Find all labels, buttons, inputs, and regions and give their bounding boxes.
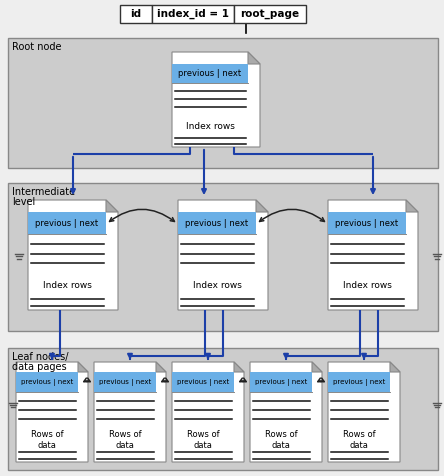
Text: previous | next: previous | next	[36, 218, 99, 228]
Bar	[172, 372, 234, 392]
Bar	[28, 212, 106, 234]
Polygon shape	[28, 200, 118, 310]
Bar	[152, 5, 234, 23]
Polygon shape	[312, 362, 322, 372]
Text: index_id = 1: index_id = 1	[157, 9, 229, 19]
Text: previous | next: previous | next	[186, 218, 249, 228]
Text: Index rows: Index rows	[186, 121, 234, 130]
Bar	[8, 348, 438, 470]
Text: previous | next: previous | next	[178, 69, 242, 78]
Text: Leaf nodes/: Leaf nodes/	[12, 352, 68, 362]
Polygon shape	[172, 52, 260, 147]
Text: id: id	[131, 9, 142, 19]
Text: Rows of
data: Rows of data	[343, 430, 375, 450]
Text: Index rows: Index rows	[343, 281, 392, 290]
Text: previous | next: previous | next	[333, 378, 385, 386]
Text: data pages: data pages	[12, 362, 67, 372]
Polygon shape	[106, 200, 118, 212]
Polygon shape	[406, 200, 418, 212]
Text: Index rows: Index rows	[43, 281, 91, 290]
Polygon shape	[248, 52, 260, 64]
Polygon shape	[156, 362, 166, 372]
Text: Root node: Root node	[12, 42, 62, 52]
Bar	[94, 372, 156, 392]
Polygon shape	[78, 362, 88, 372]
Polygon shape	[16, 362, 88, 462]
Text: Rows of
data: Rows of data	[31, 430, 63, 450]
Text: Rows of
data: Rows of data	[265, 430, 297, 450]
Polygon shape	[172, 362, 244, 462]
Bar	[250, 372, 312, 392]
Bar	[328, 212, 406, 234]
Polygon shape	[328, 200, 418, 310]
Bar	[234, 5, 306, 23]
Text: previous | next: previous | next	[21, 378, 73, 386]
Text: previous | next: previous | next	[99, 378, 151, 386]
Polygon shape	[328, 362, 400, 462]
Text: root_page: root_page	[241, 9, 300, 19]
Text: Index rows: Index rows	[193, 281, 242, 290]
Text: previous | next: previous | next	[177, 378, 229, 386]
Bar	[328, 372, 390, 392]
Text: previous | next: previous | next	[255, 378, 307, 386]
Polygon shape	[178, 200, 268, 310]
Text: previous | next: previous | next	[335, 218, 399, 228]
Bar	[16, 372, 78, 392]
Polygon shape	[250, 362, 322, 462]
Text: Rows of
data: Rows of data	[186, 430, 219, 450]
Text: level: level	[12, 197, 35, 207]
Polygon shape	[94, 362, 166, 462]
Bar	[120, 5, 152, 23]
Bar	[172, 64, 248, 83]
Polygon shape	[256, 200, 268, 212]
Bar	[8, 183, 438, 331]
Text: Rows of
data: Rows of data	[109, 430, 141, 450]
Bar	[178, 212, 256, 234]
Polygon shape	[234, 362, 244, 372]
Text: Intermediate: Intermediate	[12, 187, 75, 197]
Bar	[8, 38, 438, 168]
Polygon shape	[390, 362, 400, 372]
